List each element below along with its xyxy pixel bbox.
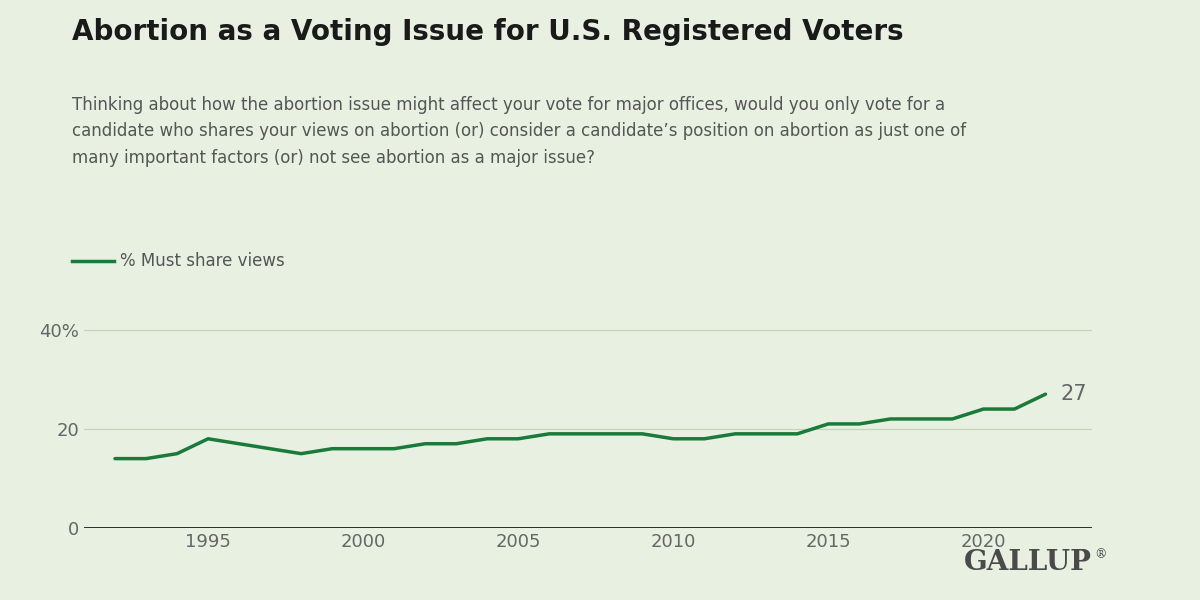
Text: Abortion as a Voting Issue for U.S. Registered Voters: Abortion as a Voting Issue for U.S. Regi… [72, 18, 904, 46]
Text: GALLUP: GALLUP [964, 549, 1092, 576]
Text: % Must share views: % Must share views [120, 252, 284, 270]
Text: Thinking about how the abortion issue might affect your vote for major offices, : Thinking about how the abortion issue mi… [72, 96, 966, 167]
Text: ®: ® [1094, 548, 1106, 561]
Text: 27: 27 [1061, 384, 1087, 404]
